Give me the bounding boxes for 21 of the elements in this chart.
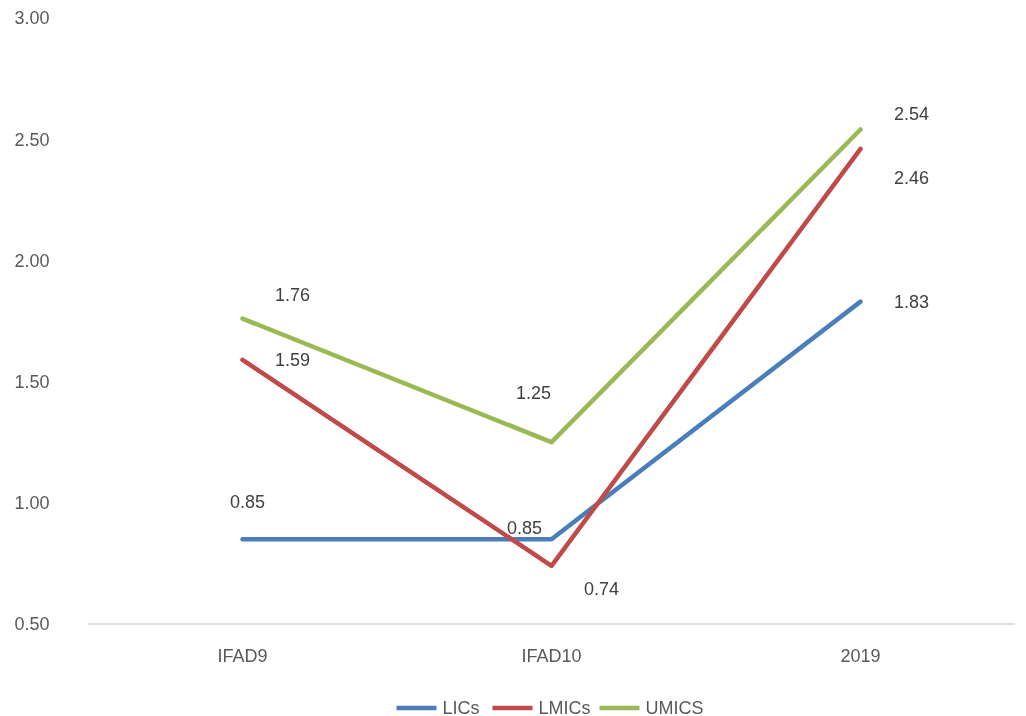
y-tick-label: 0.50 xyxy=(14,614,50,635)
y-tick-label: 1.50 xyxy=(14,371,50,392)
x-tick-label: IFAD9 xyxy=(217,646,268,667)
data-label: 0.74 xyxy=(583,579,620,600)
data-label: 1.83 xyxy=(893,291,930,312)
y-tick-label: 2.00 xyxy=(14,250,50,271)
data-label: 0.85 xyxy=(506,518,543,539)
data-label: 1.76 xyxy=(274,284,311,305)
y-tick-label: 1.00 xyxy=(14,493,50,514)
legend-label: LMICs xyxy=(538,698,591,716)
legend-label: LICs xyxy=(442,698,480,716)
data-label: 0.85 xyxy=(229,492,266,513)
legend-label: UMICS xyxy=(645,698,704,716)
data-label: 2.54 xyxy=(893,103,930,124)
x-tick-label: 2019 xyxy=(840,646,881,667)
y-tick-label: 3.00 xyxy=(14,8,50,29)
y-tick-label: 2.50 xyxy=(14,129,50,150)
x-tick-label: IFAD10 xyxy=(521,646,582,667)
data-label: 2.46 xyxy=(893,168,930,189)
data-label: 1.25 xyxy=(515,382,552,403)
data-label: 1.59 xyxy=(274,350,311,371)
